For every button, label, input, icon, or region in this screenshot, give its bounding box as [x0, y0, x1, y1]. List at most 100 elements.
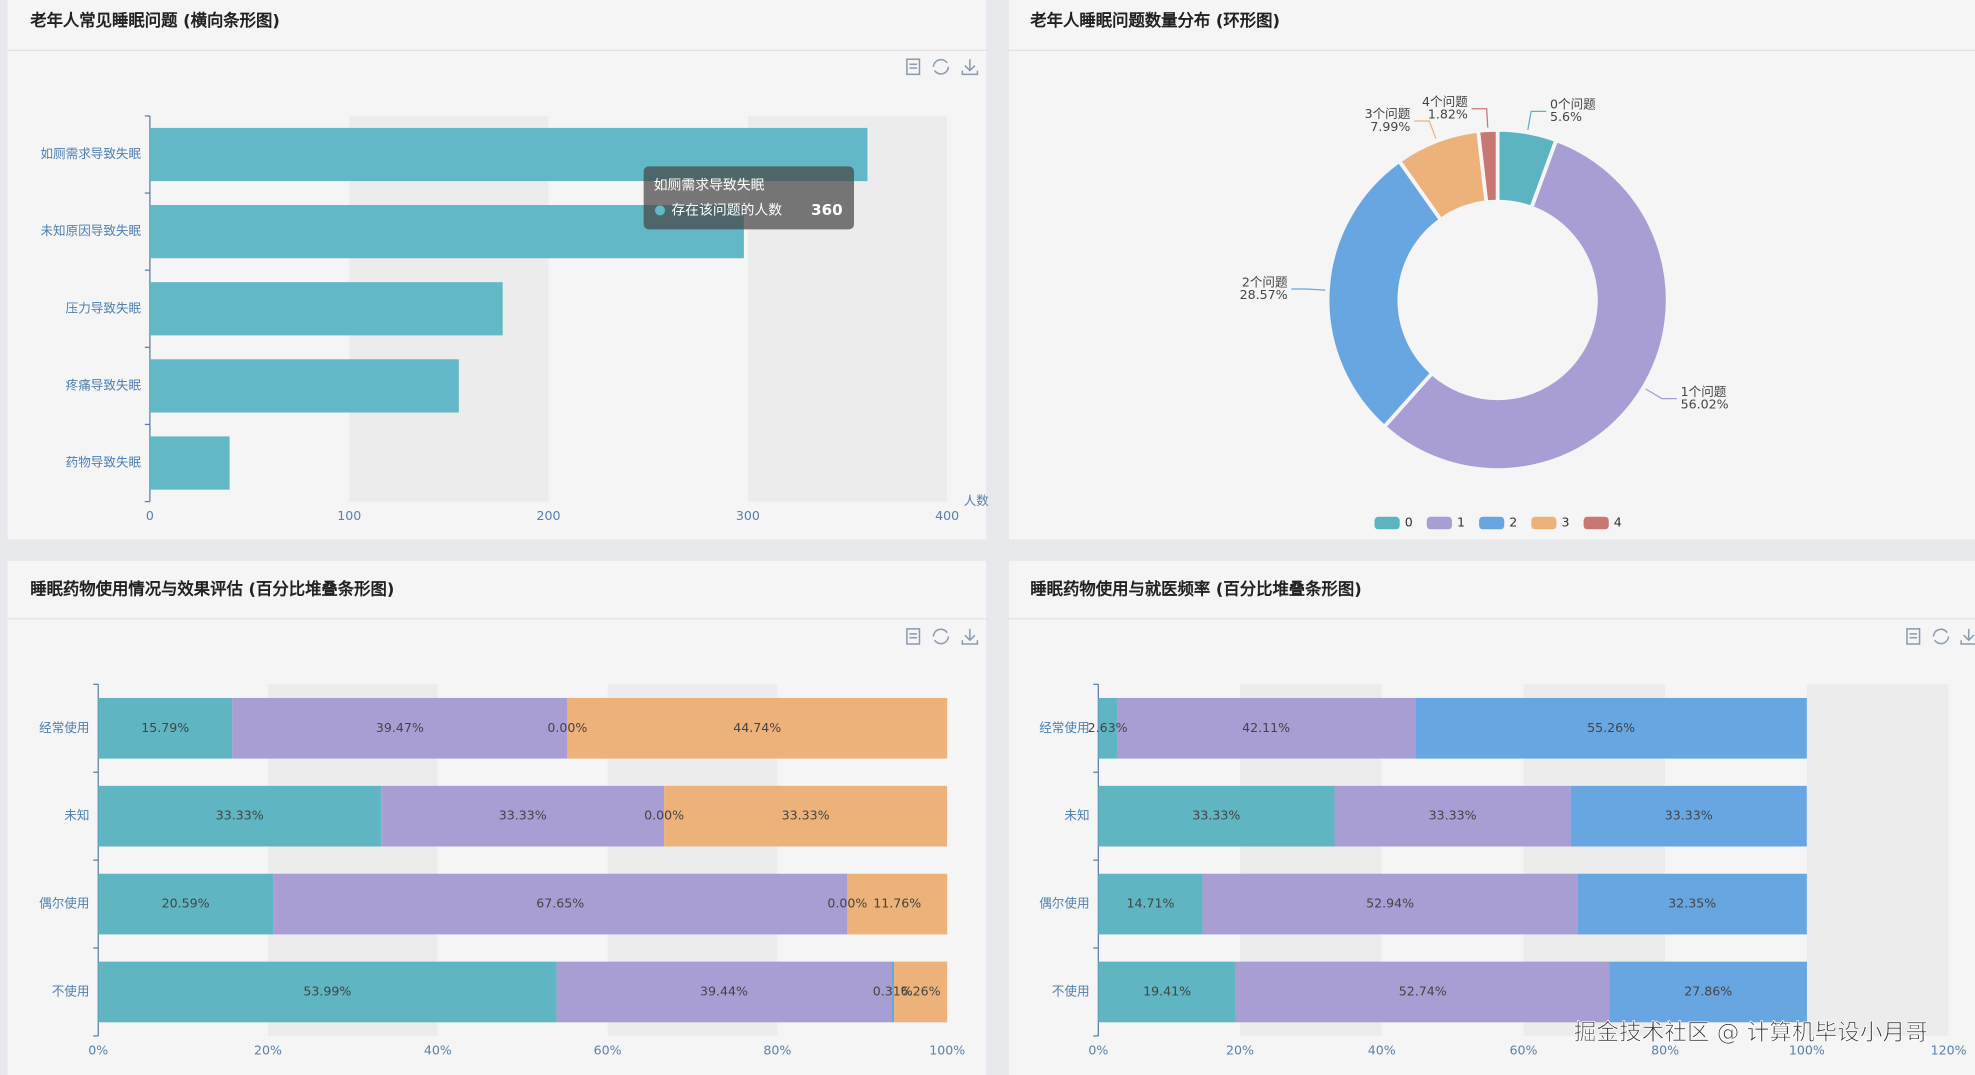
save-image-button[interactable]	[961, 59, 979, 76]
bar-segment	[1235, 961, 1610, 1023]
x-tick-label: 400	[935, 508, 959, 523]
tooltip-series: 存在该问题的人数	[671, 202, 782, 218]
y-tick-label: 如厕需求导致失眠	[40, 146, 141, 161]
slice-label: 2个问题	[1242, 274, 1288, 289]
toolbox	[906, 58, 979, 76]
bar-segment	[1577, 873, 1807, 935]
x-tick-label: 100%	[1789, 1043, 1825, 1058]
data-label: 0.31%	[873, 983, 913, 998]
slice-label: 3个问题	[1365, 106, 1411, 121]
bar-segment	[556, 961, 892, 1023]
restore-button[interactable]	[932, 628, 950, 645]
x-tick-label: 100%	[929, 1043, 965, 1058]
x-tick-label: 0	[146, 508, 154, 523]
x-tick-label: 20%	[1226, 1043, 1254, 1058]
data-label: 0.00%	[827, 896, 867, 911]
chart-title: 老年人常见睡眠问题 (横向条形图)	[29, 11, 280, 30]
y-tick-label: 偶尔使用	[1039, 896, 1089, 911]
data-view-button[interactable]	[1906, 628, 1921, 645]
data-label: 14.71%	[1126, 896, 1174, 911]
legend-swatch[interactable]	[1374, 516, 1400, 530]
donut-segment	[1476, 127, 1500, 205]
label-line	[1291, 288, 1326, 291]
y-tick-label: 经常使用	[39, 720, 89, 735]
x-tick-label: 40%	[1368, 1043, 1396, 1058]
slice-label: 0个问题	[1550, 97, 1596, 112]
bar-segment	[567, 697, 948, 759]
save-image-button[interactable]	[961, 628, 979, 645]
data-label: 42.11%	[1242, 720, 1290, 735]
data-label: 2.63%	[1088, 720, 1128, 735]
data-label: 33.33%	[782, 808, 830, 823]
legend-swatch[interactable]	[1479, 516, 1505, 530]
data-view-button[interactable]	[906, 628, 921, 645]
slice-value-label: 1.82%	[1428, 106, 1468, 121]
data-label: 39.44%	[700, 983, 748, 998]
restore-button[interactable]	[932, 58, 950, 75]
label-line	[1527, 110, 1547, 131]
x-tick-label: 80%	[1651, 1043, 1679, 1058]
data-label: 52.94%	[1366, 896, 1414, 911]
charts: 0 100 200 300 400 人数 如厕需求导致失眠未知原因导致失眠压力导致失眠疼痛导…	[39, 94, 1966, 1058]
bar-segment	[1570, 785, 1807, 847]
tooltip	[643, 166, 854, 230]
x-tick-label: 120%	[1931, 1043, 1967, 1058]
bar-segment	[894, 961, 948, 1023]
chart-title: 睡眠药物使用情况与效果评估 (百分比堆叠条形图)	[30, 579, 394, 598]
bar-segment	[273, 873, 848, 935]
chart-title: 老年人睡眠问题数量分布 (环形图)	[1029, 11, 1280, 30]
bar-segment	[1334, 785, 1571, 847]
data-label: 0.00%	[547, 720, 587, 735]
bar	[149, 359, 459, 413]
slice-value-label: 5.6%	[1550, 109, 1582, 124]
y-tick-label: 未知原因导致失眠	[40, 223, 141, 238]
data-label: 6.26%	[901, 983, 941, 998]
bar-segment	[381, 785, 665, 847]
data-label: 32.35%	[1668, 896, 1716, 911]
tooltip-title: 如厕需求导致失眠	[654, 177, 765, 193]
x-tick-label: 200	[537, 508, 561, 523]
split-area	[1806, 684, 1949, 1036]
bar-segment	[664, 785, 948, 847]
y-tick-label: 偶尔使用	[39, 896, 89, 911]
legend-label: 1	[1457, 515, 1465, 530]
label-line	[1414, 120, 1437, 139]
tooltip-value: 360	[811, 201, 843, 219]
y-tick-label: 未知	[1064, 808, 1089, 823]
legend-label: 4	[1614, 515, 1622, 530]
data-label: 52.74%	[1399, 983, 1447, 998]
donut-segment	[1382, 138, 1670, 472]
save-image-button[interactable]	[1960, 628, 1975, 645]
slice-value-label: 7.99%	[1370, 119, 1410, 134]
legend-swatch[interactable]	[1531, 516, 1557, 530]
data-label: 0.00%	[644, 808, 684, 823]
bar-segment	[232, 697, 568, 759]
data-view-button[interactable]	[906, 58, 921, 76]
x-tick-label: 0%	[1088, 1043, 1108, 1058]
bar-segment	[1415, 697, 1807, 759]
data-label: 11.76%	[873, 896, 921, 911]
x-tick-label: 60%	[594, 1043, 622, 1058]
legend-label: 0	[1405, 515, 1413, 530]
restore-button[interactable]	[1932, 628, 1950, 645]
data-label: 19.41%	[1143, 983, 1191, 998]
y-tick-label: 未知	[64, 808, 89, 823]
slice-value-label: 28.57%	[1240, 287, 1288, 302]
data-label: 33.33%	[499, 808, 547, 823]
legend-swatch[interactable]	[1583, 516, 1609, 530]
data-label: 33.33%	[1429, 808, 1477, 823]
x-tick-label: 40%	[424, 1043, 452, 1058]
y-tick-label: 疼痛导致失眠	[66, 377, 142, 392]
legend-swatch[interactable]	[1426, 516, 1452, 530]
y-tick-label: 药物导致失眠	[66, 455, 142, 470]
bar	[149, 282, 503, 336]
data-label: 39.47%	[376, 720, 424, 735]
slice-value-label: 56.02%	[1681, 396, 1729, 411]
bar-segment	[1202, 873, 1578, 935]
data-label: 53.99%	[303, 983, 351, 998]
x-tick-label: 0%	[88, 1043, 108, 1058]
x-tick-label: 20%	[254, 1043, 282, 1058]
tooltip-marker	[654, 205, 666, 216]
watermark: 掘金技术社区 @ 计算机毕设小月哥	[1574, 1020, 1928, 1046]
data-label: 44.74%	[733, 720, 781, 735]
